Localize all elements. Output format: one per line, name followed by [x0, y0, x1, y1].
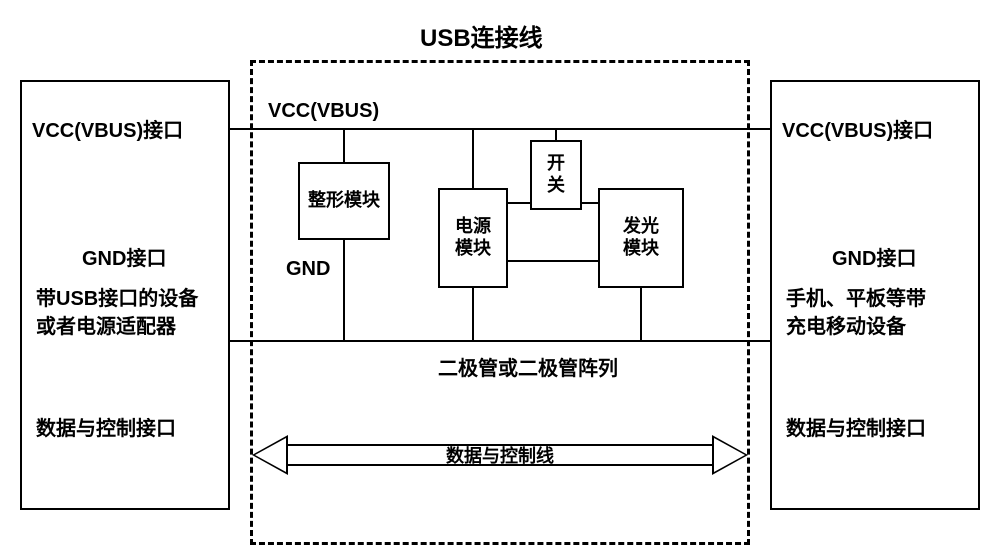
power-module: 电源 模块	[438, 188, 508, 288]
vcc-line	[230, 128, 770, 130]
diagram-canvas: USB连接线 VCC(VBUS)接口 GND接口 带USB接口的设备 或者电源适…	[0, 0, 1000, 557]
shaping-to-vcc	[343, 128, 345, 162]
switch-to-light-h	[582, 202, 598, 204]
power-to-vcc	[472, 128, 474, 188]
shaping-module: 整形模块	[298, 162, 390, 240]
light-module-label-1: 发光	[623, 216, 659, 238]
right-device-box: VCC(VBUS)接口 GND接口 手机、平板等带 充电移动设备 数据与控制接口	[770, 80, 980, 510]
light-module: 发光 模块	[598, 188, 684, 288]
left-gnd-label: GND接口	[82, 242, 166, 271]
data-control-arrow: 数据与控制线	[252, 435, 748, 475]
right-desc-1: 手机、平板等带	[786, 282, 926, 311]
left-desc-1: 带USB接口的设备	[36, 282, 198, 311]
switch-to-vcc	[555, 128, 557, 140]
power-module-label-1: 电源	[455, 216, 491, 238]
shaping-to-gnd	[343, 240, 345, 340]
gnd-line	[230, 340, 770, 342]
diagram-title: USB连接线	[420, 18, 543, 53]
light-module-label-2: 模块	[623, 238, 659, 260]
power-to-switch-h	[508, 202, 530, 204]
arrow-label: 数据与控制线	[446, 442, 554, 468]
vcc-line-label: VCC(VBUS)	[268, 100, 379, 123]
diode-label: 二极管或二极管阵列	[438, 352, 618, 381]
left-desc-2: 或者电源适配器	[36, 310, 176, 339]
left-vcc-label: VCC(VBUS)接口	[32, 114, 183, 143]
switch-label-2: 关	[547, 175, 565, 197]
shaping-module-label: 整形模块	[308, 190, 380, 212]
power-to-light-h	[508, 260, 598, 262]
power-module-label-2: 模块	[455, 238, 491, 260]
gnd-line-label: GND	[286, 258, 330, 281]
right-vcc-label: VCC(VBUS)接口	[782, 114, 933, 143]
switch-module: 开 关	[530, 140, 582, 210]
right-gnd-label: GND接口	[832, 242, 916, 271]
switch-label-1: 开	[547, 153, 565, 175]
light-to-gnd	[640, 288, 642, 340]
right-data-ctrl-label: 数据与控制接口	[786, 412, 926, 441]
left-device-box: VCC(VBUS)接口 GND接口 带USB接口的设备 或者电源适配器 数据与控…	[20, 80, 230, 510]
power-to-gnd	[472, 288, 474, 340]
left-data-ctrl-label: 数据与控制接口	[36, 412, 176, 441]
right-desc-2: 充电移动设备	[786, 310, 906, 339]
